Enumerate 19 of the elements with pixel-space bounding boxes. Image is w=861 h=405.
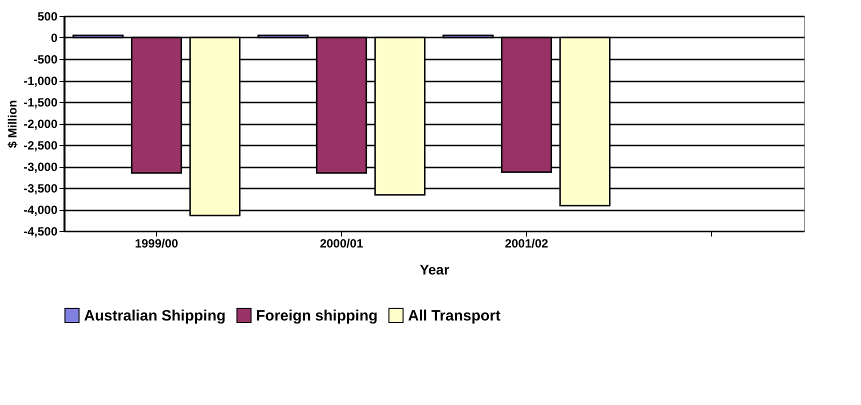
y-tick-label: -2,500 (23, 138, 58, 152)
x-axis-title: Year (420, 262, 450, 278)
legend-label: Foreign shipping (256, 307, 378, 324)
y-tick-label: -1,500 (23, 96, 58, 110)
y-axis-title: $ Million (5, 100, 20, 148)
y-tick-label: 0 (50, 31, 58, 45)
legend-label: Australian Shipping (84, 307, 226, 324)
x-tick-label: 1999/00 (134, 236, 179, 250)
y-tick-label: -1,000 (23, 74, 58, 88)
legend-label: All Transport (408, 307, 501, 324)
y-tick-label: -2,000 (23, 117, 58, 131)
y-tick-label: -4,500 (23, 224, 58, 238)
y-tick-label: -4,000 (23, 203, 58, 217)
y-tick-label: 500 (37, 10, 58, 24)
y-tick-label: -500 (33, 52, 58, 66)
y-tick-label: -3,500 (23, 182, 58, 196)
x-tick-label: 2000/01 (320, 236, 364, 250)
y-tick-label: -3,000 (23, 160, 58, 174)
x-tick-label: 2001/02 (504, 236, 549, 250)
